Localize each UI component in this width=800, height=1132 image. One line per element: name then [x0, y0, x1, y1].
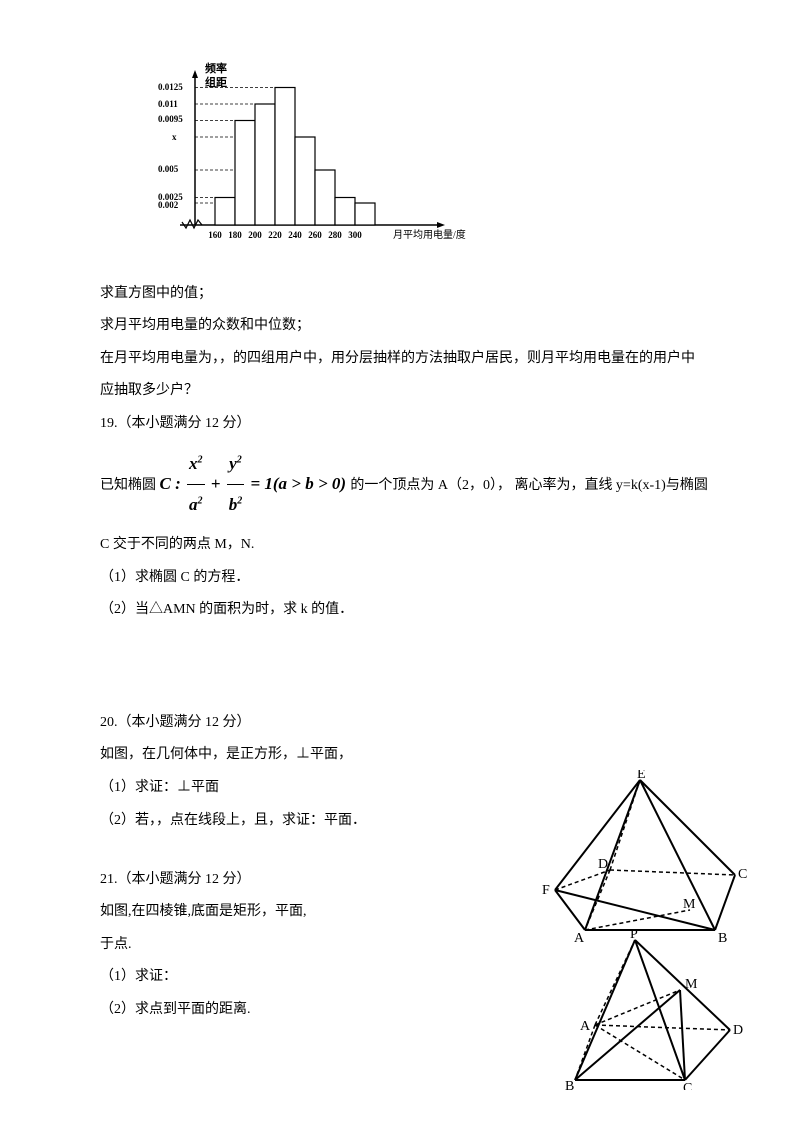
svg-text:0.0095: 0.0095: [158, 114, 183, 124]
q20-header: 20.（本小题满分 12 分）: [100, 710, 710, 737]
svg-text:F: F: [542, 883, 550, 898]
histogram-svg: 频率 组距 0.0125 0.011 0.0095 x 0.005 0.0025…: [100, 60, 480, 260]
svg-text:M: M: [683, 897, 696, 912]
geom-svg: E C D F A B M: [540, 770, 750, 1090]
q19-p1: （1）求椭圆 C 的方程．: [100, 565, 710, 592]
axis-break: [182, 220, 202, 228]
plus-sign: +: [211, 474, 221, 493]
svg-text:0.011: 0.011: [158, 99, 178, 109]
figure-1: E C D F A B M: [542, 770, 747, 946]
svg-text:260: 260: [308, 230, 322, 240]
svg-text:200: 200: [248, 230, 262, 240]
x-label: 月平均用电量/度: [393, 228, 466, 241]
svg-text:180: 180: [228, 230, 242, 240]
svg-text:0.005: 0.005: [158, 164, 179, 174]
svg-text:B: B: [718, 931, 727, 946]
hist-q2: 求月平均用电量的众数和中位数；: [100, 313, 710, 340]
hist-q1: 求直方图中的值；: [100, 281, 710, 308]
svg-text:B: B: [565, 1079, 574, 1090]
svg-text:D: D: [598, 857, 608, 872]
x-arrow: [437, 222, 445, 228]
fig1-labels: E C D F A B M: [542, 770, 747, 946]
q19-line1: 已知椭圆 C : x2 a2 + y2 b2 = 1(a > b > 0) 的一…: [100, 444, 710, 527]
x-ticks: 160 180 200 220 240 260 280 300: [208, 230, 362, 240]
svg-text:0.0125: 0.0125: [158, 82, 183, 92]
ellipse-C: C :: [160, 474, 181, 493]
q19-header: 19.（本小题满分 12 分）: [100, 411, 710, 438]
svg-text:C: C: [683, 1081, 692, 1090]
svg-text:x: x: [172, 132, 177, 142]
hist-q3: 在月平均用电量为，，的四组用户中，用分层抽样的方法抽取户居民，则月平均用电量在的…: [100, 346, 710, 373]
frac-x: x2 a2: [187, 444, 205, 527]
eq-1: = 1: [250, 474, 272, 493]
svg-text:220: 220: [268, 230, 282, 240]
svg-text:240: 240: [288, 230, 302, 240]
svg-text:300: 300: [348, 230, 362, 240]
y-ticks: 0.0125 0.011 0.0095 x 0.005 0.0025 0.002: [158, 82, 183, 210]
figure-2: P M A D B C: [565, 927, 743, 1090]
y-label-bottom: 组距: [205, 75, 227, 89]
hist-q4: 应抽取多少户？: [100, 378, 710, 405]
svg-text:P: P: [630, 927, 638, 942]
svg-text:280: 280: [328, 230, 342, 240]
q19-pre: 已知椭圆: [100, 478, 156, 493]
q19-posta: 的一个顶点为 A（2，0）， 离心率为，直线 y=k(x-1)与椭圆: [350, 478, 708, 493]
svg-text:A: A: [574, 931, 585, 946]
svg-text:A: A: [580, 1019, 591, 1034]
svg-text:M: M: [685, 977, 698, 992]
svg-text:E: E: [637, 770, 646, 782]
frac-y: y2 b2: [227, 444, 245, 527]
y-label-top: 频率: [205, 61, 227, 75]
svg-text:160: 160: [208, 230, 222, 240]
q19-p2: （2）当△AMN 的面积为时，求 k 的值．: [100, 597, 710, 624]
svg-text:0.002: 0.002: [158, 200, 179, 210]
paren-cond: (a > b > 0): [273, 474, 346, 493]
q20-l1: 如图，在几何体中，是正方形，⊥平面，: [100, 742, 710, 769]
y-arrow: [192, 70, 198, 78]
geometry-figures: E C D F A B M: [540, 770, 750, 1101]
svg-text:C: C: [738, 867, 747, 882]
histogram: 频率 组距 0.0125 0.011 0.0095 x 0.005 0.0025…: [100, 60, 710, 271]
svg-text:D: D: [733, 1023, 743, 1038]
q19-line2: C 交于不同的两点 M，N.: [100, 532, 710, 559]
bars: [215, 88, 375, 226]
